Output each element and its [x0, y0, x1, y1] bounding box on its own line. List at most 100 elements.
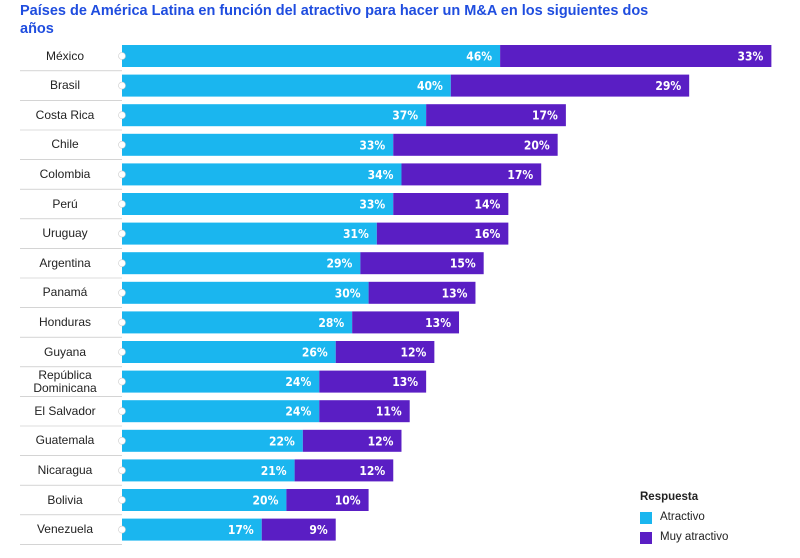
bar-start-dot [118, 318, 126, 327]
value-label: 29% [655, 79, 681, 93]
bar-segment [122, 489, 287, 511]
bar-segment [294, 459, 394, 482]
y-tick-label: Argentina [39, 255, 91, 270]
bar-start-dot [118, 288, 126, 297]
y-tick-label: Uruguay [42, 226, 88, 241]
y-tick-label: Chile [51, 137, 79, 152]
bar-start-dot [118, 170, 126, 179]
bar-start-dot [118, 466, 126, 475]
bar-segment [352, 311, 460, 334]
value-label: 10% [335, 494, 361, 508]
value-label: 17% [532, 109, 558, 123]
y-tick-label: República Dominicana [33, 367, 97, 395]
bar-start-dot [118, 141, 126, 149]
bar-segment [122, 163, 402, 186]
value-label: 37% [392, 109, 418, 123]
value-label: 34% [368, 168, 394, 182]
y-tick-label: Honduras [38, 314, 92, 329]
value-label: 12% [368, 434, 394, 448]
bar-segment [302, 429, 402, 452]
bar-segment [122, 74, 451, 97]
value-label: 20% [524, 138, 550, 152]
bar-segment [122, 45, 501, 67]
bar-segment [393, 133, 558, 156]
value-label: 46% [466, 50, 492, 64]
bar-segment [376, 222, 509, 245]
bar-start-dot [118, 525, 126, 534]
bar-segment [122, 133, 394, 156]
value-label: 13% [392, 375, 418, 389]
value-label: 31% [343, 227, 369, 241]
bar-segment [368, 281, 476, 304]
bar-segment [122, 252, 361, 275]
y-tick-label: Panamá [42, 285, 88, 300]
y-tick-label: Costa Rica [35, 107, 95, 122]
bar-segment [401, 163, 542, 186]
value-label: 26% [302, 346, 328, 360]
value-label: 29% [327, 257, 353, 271]
value-label: 24% [285, 405, 311, 419]
bar-start-dot [118, 81, 126, 90]
bar-start-dot [118, 111, 126, 119]
bar-segment [122, 518, 262, 541]
bar-segment [426, 104, 566, 127]
value-label: 30% [335, 286, 361, 300]
y-tick-label: Perú [52, 196, 78, 211]
legend-label: Atractivo [660, 511, 705, 523]
y-tick-label: Bolivia [47, 492, 83, 507]
y-tick-label: Venezuela [36, 522, 94, 537]
chart-title: Países de América Latina en función del … [20, 3, 649, 37]
bar-start-dot [118, 52, 126, 60]
bar-segment [335, 341, 435, 363]
value-label: 28% [318, 316, 344, 330]
bar-segment [319, 370, 427, 393]
value-label: 17% [228, 523, 254, 537]
bar-segment [500, 45, 772, 67]
value-label: 9% [309, 523, 328, 537]
bar-segment [122, 459, 295, 482]
bar-segment [122, 222, 377, 245]
y-tick-label: Nicaragua [37, 462, 93, 477]
bar-start-dot [118, 436, 126, 445]
bar-segment [122, 341, 336, 363]
y-tick-label: Brasil [49, 78, 80, 93]
legend-swatch [640, 512, 652, 524]
bar-start-dot [118, 200, 126, 208]
value-label: 33% [738, 50, 764, 64]
value-label: 15% [450, 257, 476, 271]
y-tick-label: Colombia [39, 166, 91, 181]
value-label: 33% [359, 138, 385, 152]
y-tick-label: México [45, 48, 84, 63]
value-label: 40% [417, 79, 443, 93]
bar-segment [122, 429, 303, 452]
bar-segment [122, 281, 369, 304]
bar-segment [122, 104, 427, 127]
value-label: 20% [253, 494, 279, 508]
bar-start-dot [118, 407, 126, 416]
bar-segment [450, 74, 690, 97]
value-label: 13% [442, 286, 468, 300]
bar-start-dot [118, 377, 126, 386]
bar-segment [122, 311, 353, 334]
legend-swatch [640, 532, 652, 544]
bar-segment [360, 252, 484, 275]
bar-start-dot [118, 496, 126, 504]
bar-segment [122, 400, 320, 423]
legend-label: Muy atractivo [660, 531, 729, 543]
value-label: 11% [376, 405, 402, 419]
value-label: 22% [269, 434, 295, 448]
bar-segment [122, 193, 394, 215]
bar-segment [393, 193, 509, 215]
y-tick-label: Guatemala [35, 433, 95, 448]
value-label: 21% [261, 464, 287, 478]
value-label: 13% [425, 316, 451, 330]
y-tick-label: El Salvador [34, 403, 96, 418]
bar-segment [261, 518, 336, 541]
bar-segment [319, 400, 410, 423]
value-label: 16% [474, 227, 500, 241]
legend-title: Respuesta [640, 491, 699, 503]
bar-segment [122, 370, 320, 393]
y-tick-label: Guyana [43, 344, 87, 359]
